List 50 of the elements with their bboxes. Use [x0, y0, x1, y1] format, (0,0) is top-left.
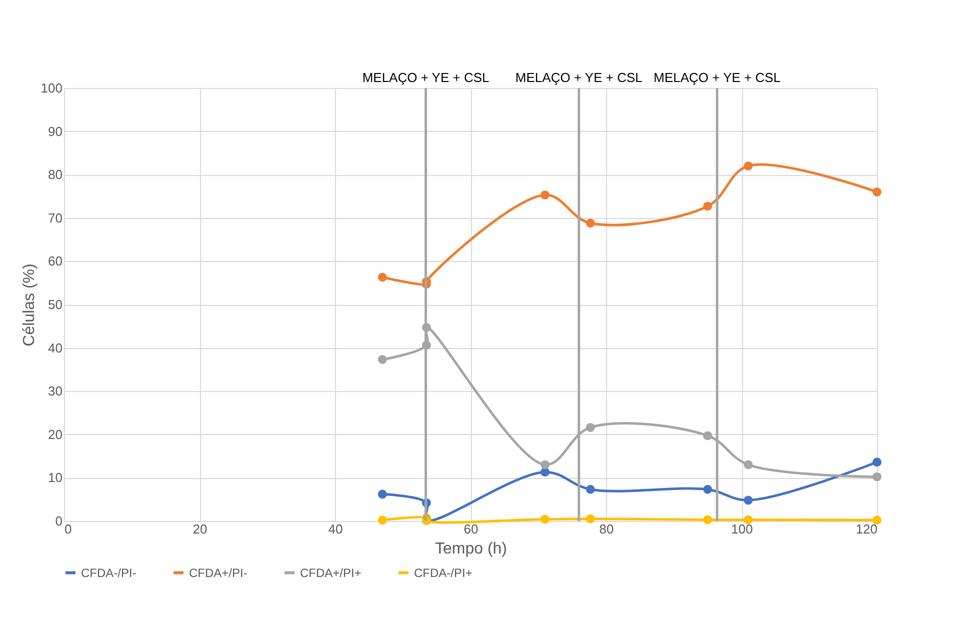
point [872, 472, 882, 482]
point [586, 423, 595, 432]
point [540, 460, 550, 470]
y-tick-label: 60 [48, 254, 62, 269]
y-tick-label: 70 [48, 210, 62, 226]
y-tick-label: 90 [48, 124, 62, 139]
y-tick-label: 40 [48, 340, 62, 356]
point [872, 187, 882, 196]
point [744, 515, 753, 524]
point [586, 218, 595, 228]
point [586, 514, 595, 524]
x-tick-label: 0 [64, 522, 72, 536]
point [703, 431, 712, 440]
point [378, 355, 387, 364]
point [744, 496, 753, 505]
x-tick-label: 60 [464, 522, 478, 536]
point [744, 460, 753, 470]
y-tick-label: 80 [48, 167, 62, 182]
y-tick-label: 50 [48, 297, 62, 312]
ref-line-label: MELAÇO + YE + CSL [362, 70, 490, 85]
y-tick-label: 20 [48, 426, 62, 442]
point [703, 202, 712, 211]
ref-line-label: MELAÇO + YE + CSL [515, 70, 642, 85]
point [872, 516, 882, 525]
point [872, 458, 882, 467]
x-tick-label: 100 [731, 522, 753, 536]
legend-label: CFDA-/PI- [81, 566, 136, 580]
x-axis-title: Tempo (h) [434, 540, 508, 558]
x-tick-label: 80 [599, 522, 614, 536]
point [378, 490, 387, 499]
y-axis-title: Células (%) [20, 264, 38, 346]
x-tick-label: 20 [192, 522, 208, 536]
point [540, 514, 550, 524]
point [540, 468, 550, 477]
x-tick-label: 40 [328, 522, 343, 536]
point [540, 190, 550, 200]
y-tick-label: 10 [48, 470, 62, 486]
y-tick-label: 100 [40, 80, 62, 96]
point [703, 515, 712, 524]
y-tick-label: 30 [48, 384, 62, 399]
point [378, 516, 387, 525]
legend-label: CFDA-/PI+ [414, 566, 472, 580]
point [586, 484, 595, 494]
point [703, 484, 712, 494]
legend-label: CFDA+/PI- [189, 566, 248, 580]
legend-label: CFDA+/PI+ [300, 566, 362, 580]
point [378, 272, 387, 282]
ref-line-label: MELAÇO + YE + CSL [654, 70, 781, 85]
point [744, 161, 753, 170]
x-tick-label: 120 [856, 522, 878, 536]
